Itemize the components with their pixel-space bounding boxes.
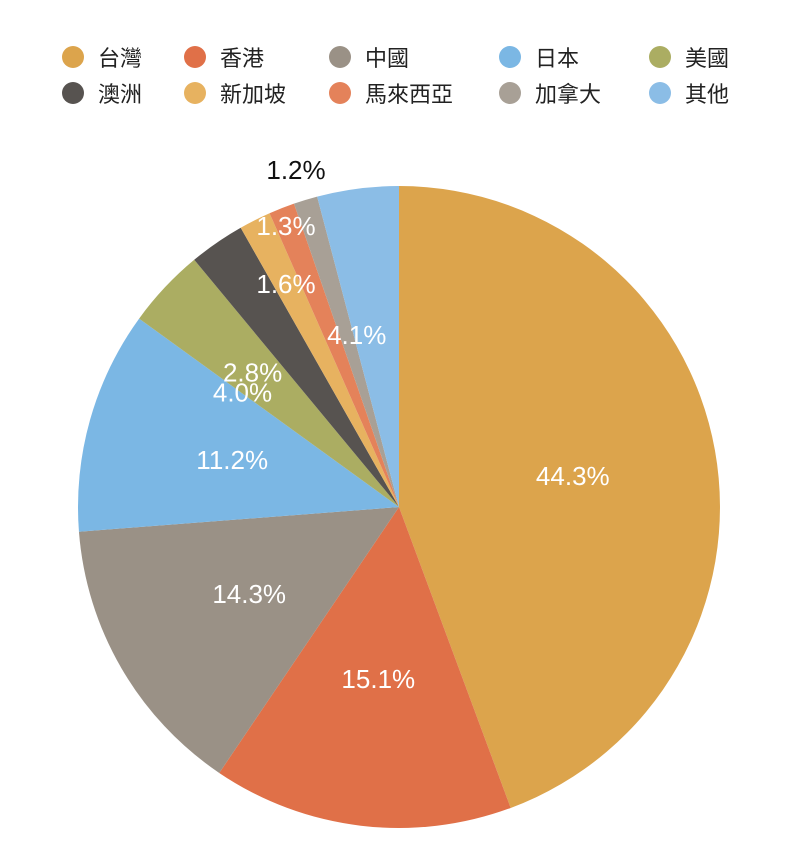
legend-label: 新加坡 (220, 83, 287, 108)
legend-label: 其他 (685, 83, 730, 108)
legend-swatch (62, 46, 84, 68)
pie-slice[interactable] (240, 213, 399, 507)
pie-slice[interactable] (293, 196, 399, 508)
legend-label: 香港 (220, 47, 265, 72)
slice-label: 11.2% (196, 445, 268, 475)
slice-label: 4.0% (213, 377, 272, 407)
legend-swatch (499, 46, 521, 68)
legend-item[interactable]: 新加坡 (184, 78, 286, 108)
pie-slice[interactable] (219, 507, 511, 828)
slice-label: 1.3% (256, 211, 315, 241)
legend-swatch (184, 46, 206, 68)
pie-slice[interactable] (77, 318, 399, 532)
legend-item[interactable]: 澳洲 (62, 78, 142, 108)
legend: 台灣 香港 中國 日本 美國澳洲 新加坡 馬來西亞 加拿大 其他 (0, 0, 798, 130)
legend-item[interactable]: 台灣 (62, 42, 142, 72)
legend-swatch (329, 46, 351, 68)
slice-label: 1.2% (266, 155, 325, 185)
slice-label: 15.1% (341, 664, 415, 694)
slice-label: 2.8% (223, 357, 282, 387)
legend-item[interactable]: 香港 (184, 42, 264, 72)
legend-item[interactable]: 其他 (649, 78, 729, 108)
legend-label: 中國 (365, 47, 410, 72)
legend-item[interactable]: 中國 (329, 42, 409, 72)
legend-swatch (649, 46, 671, 68)
legend-label: 美國 (685, 47, 730, 72)
pie-slice[interactable] (139, 259, 399, 507)
legend-item[interactable]: 日本 (499, 42, 579, 72)
slice-label: 1.6% (256, 269, 315, 299)
slice-label: 4.1% (327, 320, 386, 350)
legend-swatch (329, 82, 351, 104)
legend-item[interactable]: 美國 (649, 42, 729, 72)
pie-slice[interactable] (399, 186, 720, 808)
pie-slice[interactable] (269, 203, 399, 508)
legend-swatch (62, 82, 84, 104)
legend-label: 日本 (535, 47, 580, 72)
legend-item[interactable]: 加拿大 (499, 78, 601, 108)
pie-slice[interactable] (78, 507, 399, 773)
pie-slice[interactable] (194, 227, 399, 507)
legend-label: 馬來西亞 (365, 83, 454, 108)
legend-swatch (499, 82, 521, 104)
slice-label: 14.3% (212, 579, 286, 609)
legend-swatch (184, 82, 206, 104)
legend-swatch (649, 82, 671, 104)
legend-label: 加拿大 (535, 83, 602, 108)
pie-slice[interactable] (317, 186, 399, 507)
legend-item[interactable]: 馬來西亞 (329, 78, 453, 108)
legend-label: 台灣 (98, 47, 143, 72)
legend-label: 澳洲 (98, 83, 143, 108)
slice-label: 44.3% (536, 461, 610, 491)
